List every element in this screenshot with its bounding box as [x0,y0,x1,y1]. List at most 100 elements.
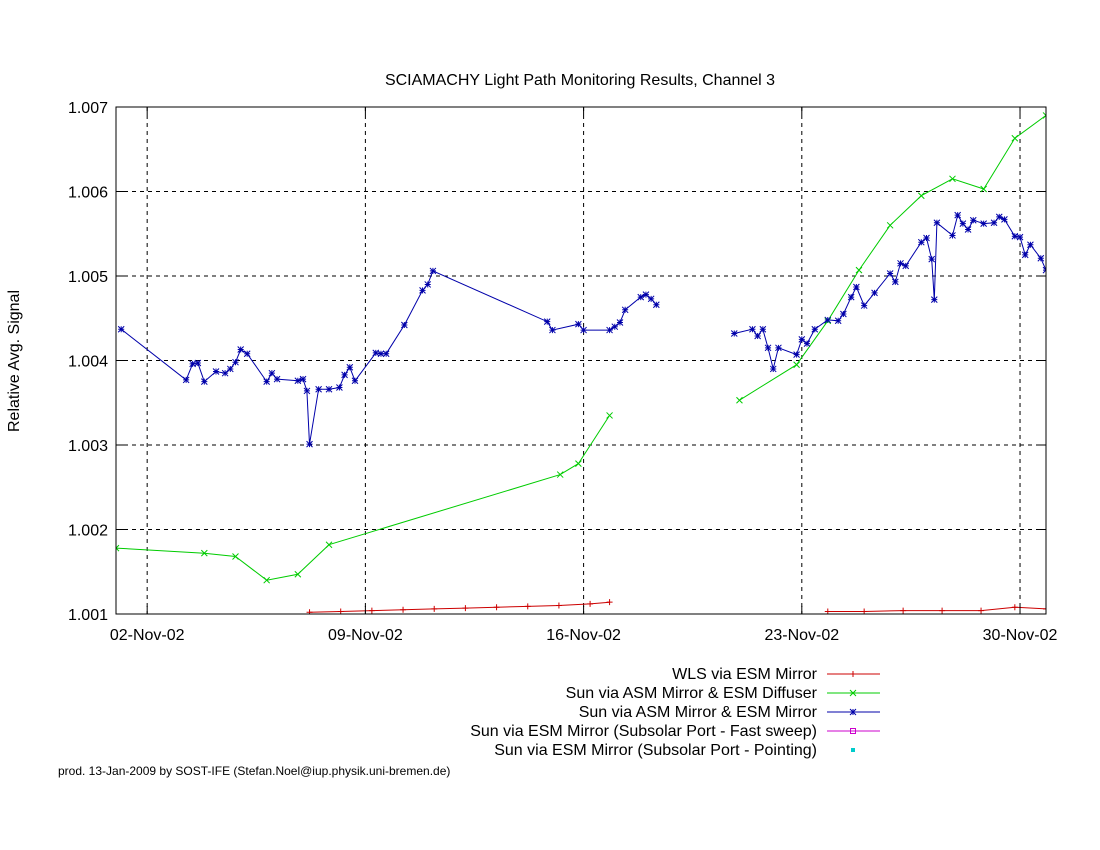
data-point [368,607,375,614]
data-point [315,385,322,393]
data-point [273,375,281,383]
data-point [730,330,738,337]
data-point [263,576,271,584]
data-point [917,192,925,200]
data-point [200,549,208,557]
legend-label: Sun via ESM Mirror (Subsolar Port - Poin… [494,742,817,759]
data-point [897,259,904,267]
data-point [736,396,743,404]
data-point [606,412,613,419]
data-point [325,385,333,393]
data-point [978,607,985,614]
series-line [116,415,611,581]
data-point [556,471,564,478]
data-point [969,216,977,224]
data-point [351,377,359,385]
x-tick-label: 16-Nov-02 [546,627,621,644]
y-tick-label: 1.007 [68,100,108,117]
data-point [424,281,432,288]
data-point [1027,241,1034,249]
data-point [237,346,245,353]
data-point [189,360,196,368]
data-point [923,234,930,242]
series-3 [117,211,1065,448]
data-point [616,319,624,326]
data-point [303,387,311,395]
legend-label: Sun via ASM Mirror & ESM Mirror [579,704,818,721]
data-point [212,368,220,375]
data-point [243,350,251,358]
data-point [754,332,762,340]
data-point [1011,604,1018,611]
data-point [419,287,426,294]
data-point [1043,605,1046,612]
data-point [337,608,344,614]
data-point [840,310,847,318]
data-point [798,336,806,343]
data-point [194,359,202,367]
data-point [606,326,613,334]
data-point [493,604,500,611]
data-point [221,369,229,377]
x-tick-label: 02-Nov-02 [110,627,185,644]
legend-label: WLS via ESM Mirror [672,666,818,683]
y-tick-label: 1.003 [68,438,108,455]
series-line [309,601,610,613]
data-point [429,267,437,275]
legend: WLS via ESM Mirror Sun via ASM Mirror & E… [470,666,880,759]
data-point [964,226,972,233]
series-line [120,270,657,445]
data-point [793,351,800,358]
data-point [642,291,650,298]
x-tick-label: 30-Nov-02 [983,627,1058,644]
grid-layer [116,107,1046,614]
data-point [1059,260,1065,266]
data-point [606,599,613,606]
series-line [739,114,1046,401]
data-point [587,600,594,607]
data-point [372,349,380,357]
data-point [824,316,832,324]
data-point [524,603,531,610]
data-point [382,350,390,358]
data-point [850,728,856,734]
data-point [824,608,831,614]
data-point [949,175,956,183]
data-point [1042,112,1046,119]
x-tick-label: 09-Nov-02 [328,627,403,644]
chart-title: SCIAMACHY Light Path Monitoring Results,… [385,72,775,89]
data-point [928,255,936,263]
data-point [749,325,756,333]
data-point [1016,233,1024,241]
data-point [834,317,842,325]
data-point [917,238,925,246]
data-point [232,358,239,366]
data-point [611,323,619,331]
data-point [995,213,1003,221]
data-point [764,344,772,352]
legend-label: Sun via ASM Mirror & ESM Diffuser [566,685,818,702]
data-point [1011,232,1019,240]
data-point [182,376,190,384]
data-point [793,361,800,369]
data-point [637,293,645,301]
data-point [263,378,271,385]
series-2 [116,112,1046,584]
data-point [325,541,333,549]
data-point [341,371,348,379]
data-point [400,606,407,613]
legend-label: Sun via ESM Mirror (Subsolar Port - Fast… [470,723,817,740]
data-point [959,220,967,227]
data-point [116,544,120,552]
data-point [431,605,438,612]
data-point [462,605,469,612]
y-tick-label: 1.006 [68,185,108,202]
data-point [652,301,660,309]
data-point [849,708,857,716]
series-line [827,606,1046,612]
data-point [555,602,562,609]
y-tick-label: 1.001 [68,607,108,624]
data-point [268,369,276,377]
y-tick-label: 1.002 [68,523,108,540]
